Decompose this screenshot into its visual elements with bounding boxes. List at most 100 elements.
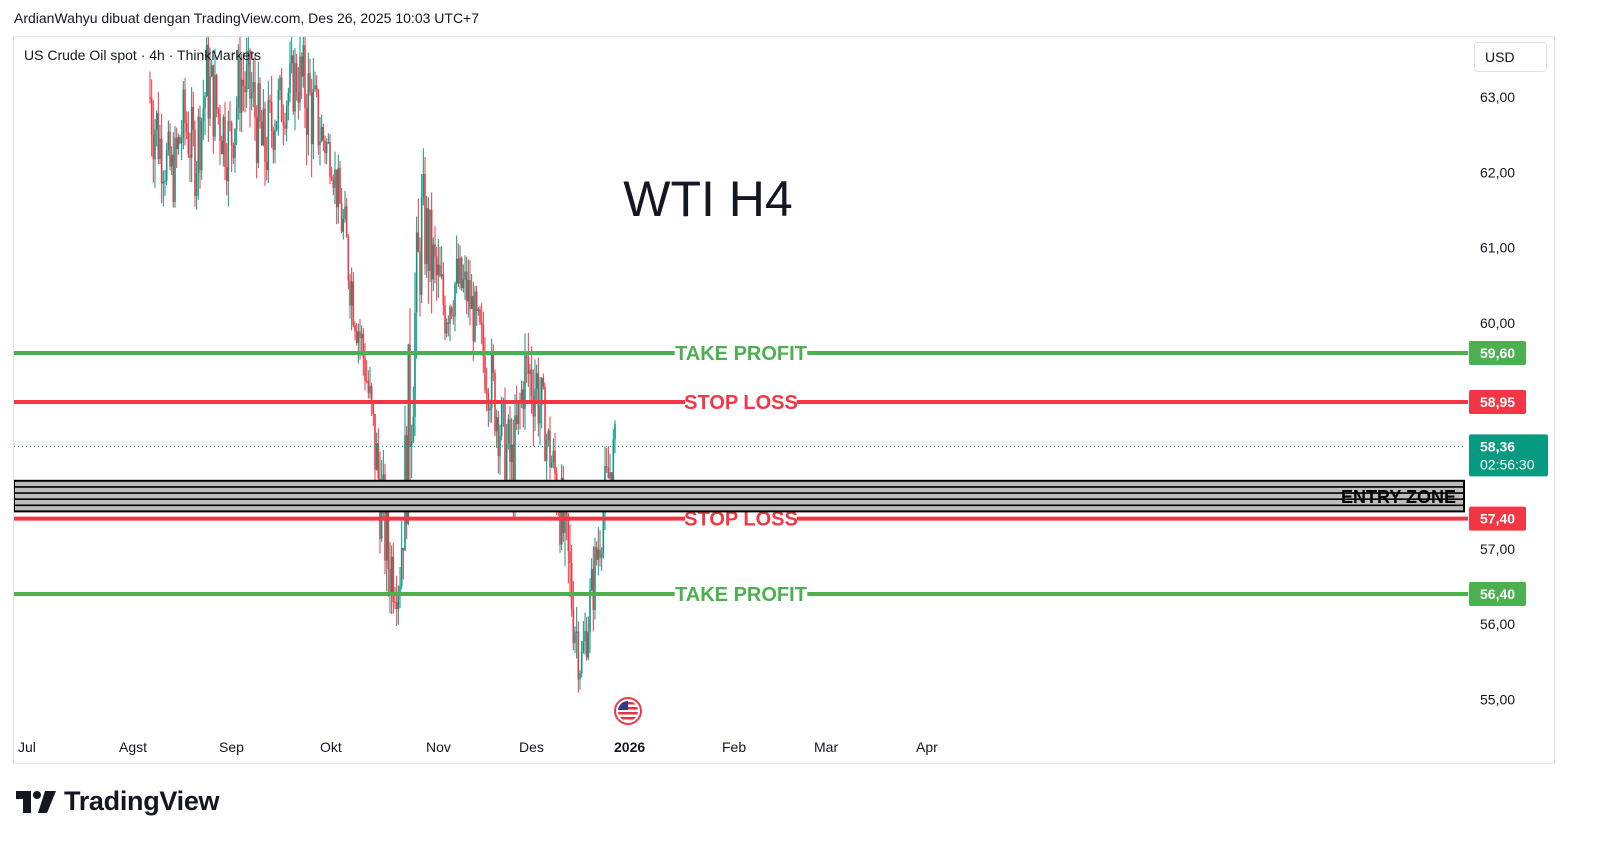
candle [390,545,393,615]
candle [517,402,520,435]
candle [300,52,303,99]
candle [447,315,450,337]
candle [417,198,420,253]
level-label: TAKE PROFIT [675,584,807,606]
x-tick-label: 2026 [614,739,645,755]
candle [202,79,205,140]
svg-text:58,95: 58,95 [1480,394,1515,410]
candle [335,169,338,225]
candle [525,351,528,384]
candle [559,505,561,553]
candle [607,446,610,479]
candle [332,174,335,196]
candle [614,420,616,454]
candle [542,373,545,390]
candle [469,260,471,326]
candle [524,333,526,430]
candle [552,438,555,469]
candle [349,273,351,319]
candle [340,188,343,234]
candle [309,58,311,96]
candle [535,364,538,404]
entry-zone-box[interactable]: ENTRY ZONE [13,479,1465,513]
level-line[interactable]: TAKE PROFIT [14,343,1468,365]
candle [584,612,586,655]
candle [547,428,550,447]
candle [369,367,371,399]
candle [455,235,458,294]
candle [274,119,276,164]
candle [442,262,445,316]
candle [167,120,170,156]
candle [427,197,430,304]
candle [515,385,518,431]
x-tick-label: Okt [320,739,342,755]
economic-event-flag-icon[interactable] [614,697,642,725]
candle [549,416,551,480]
level-price-tag: 57,40 [1469,506,1526,531]
candle [155,110,158,147]
candle [529,363,531,402]
candle [235,96,238,145]
candle [290,37,293,74]
candle [154,118,156,189]
candle [165,142,168,185]
candle [389,541,391,614]
candle [294,48,296,131]
x-tick-label: Sep [219,739,244,755]
candle [275,121,278,132]
candle [522,380,525,428]
candle [434,226,436,284]
candle [214,48,216,142]
candle [279,74,281,101]
candle [587,616,590,661]
x-tick-label: Des [519,739,544,755]
candle [355,323,358,346]
candle [470,274,473,310]
candle [182,81,185,150]
candle [319,117,321,166]
candle [532,369,535,447]
level-line[interactable]: TAKE PROFIT [14,584,1468,606]
candle [195,160,198,210]
symbol-title[interactable]: US Crude Oil spot · 4h · ThinkMarkets [24,47,262,63]
candle [544,382,546,462]
candle [325,138,328,165]
candle [605,448,608,473]
entry-zone-label: ENTRY ZONE [1341,487,1456,507]
candle [367,370,370,399]
currency-selector[interactable]: USD [1474,42,1547,72]
level-label: STOP LOSS [684,509,798,531]
candle [399,567,401,609]
candle [207,37,210,142]
candle [204,91,206,135]
candle [252,57,255,108]
x-tick-label: Apr [916,739,938,755]
candle [322,123,325,152]
candle [200,117,203,180]
candle [375,432,378,471]
candle [465,256,468,315]
candle [424,157,426,275]
candle [449,304,451,342]
candle [437,238,440,299]
candle [222,114,225,167]
candle [412,386,415,444]
tradingview-logo[interactable]: TradingView [16,786,220,817]
candle [280,68,283,123]
candle [254,53,256,141]
candle [594,537,596,620]
candle [482,311,485,373]
level-line[interactable]: STOP LOSS [14,509,1468,531]
candle [304,37,306,129]
level-line[interactable]: STOP LOSS [14,392,1468,414]
candle [185,111,188,140]
tradingview-logo-text: TradingView [64,786,220,816]
candle [372,401,375,426]
candle [259,77,261,129]
candle [255,105,258,179]
candle [257,61,260,169]
candle [157,91,160,164]
candle [172,132,175,208]
